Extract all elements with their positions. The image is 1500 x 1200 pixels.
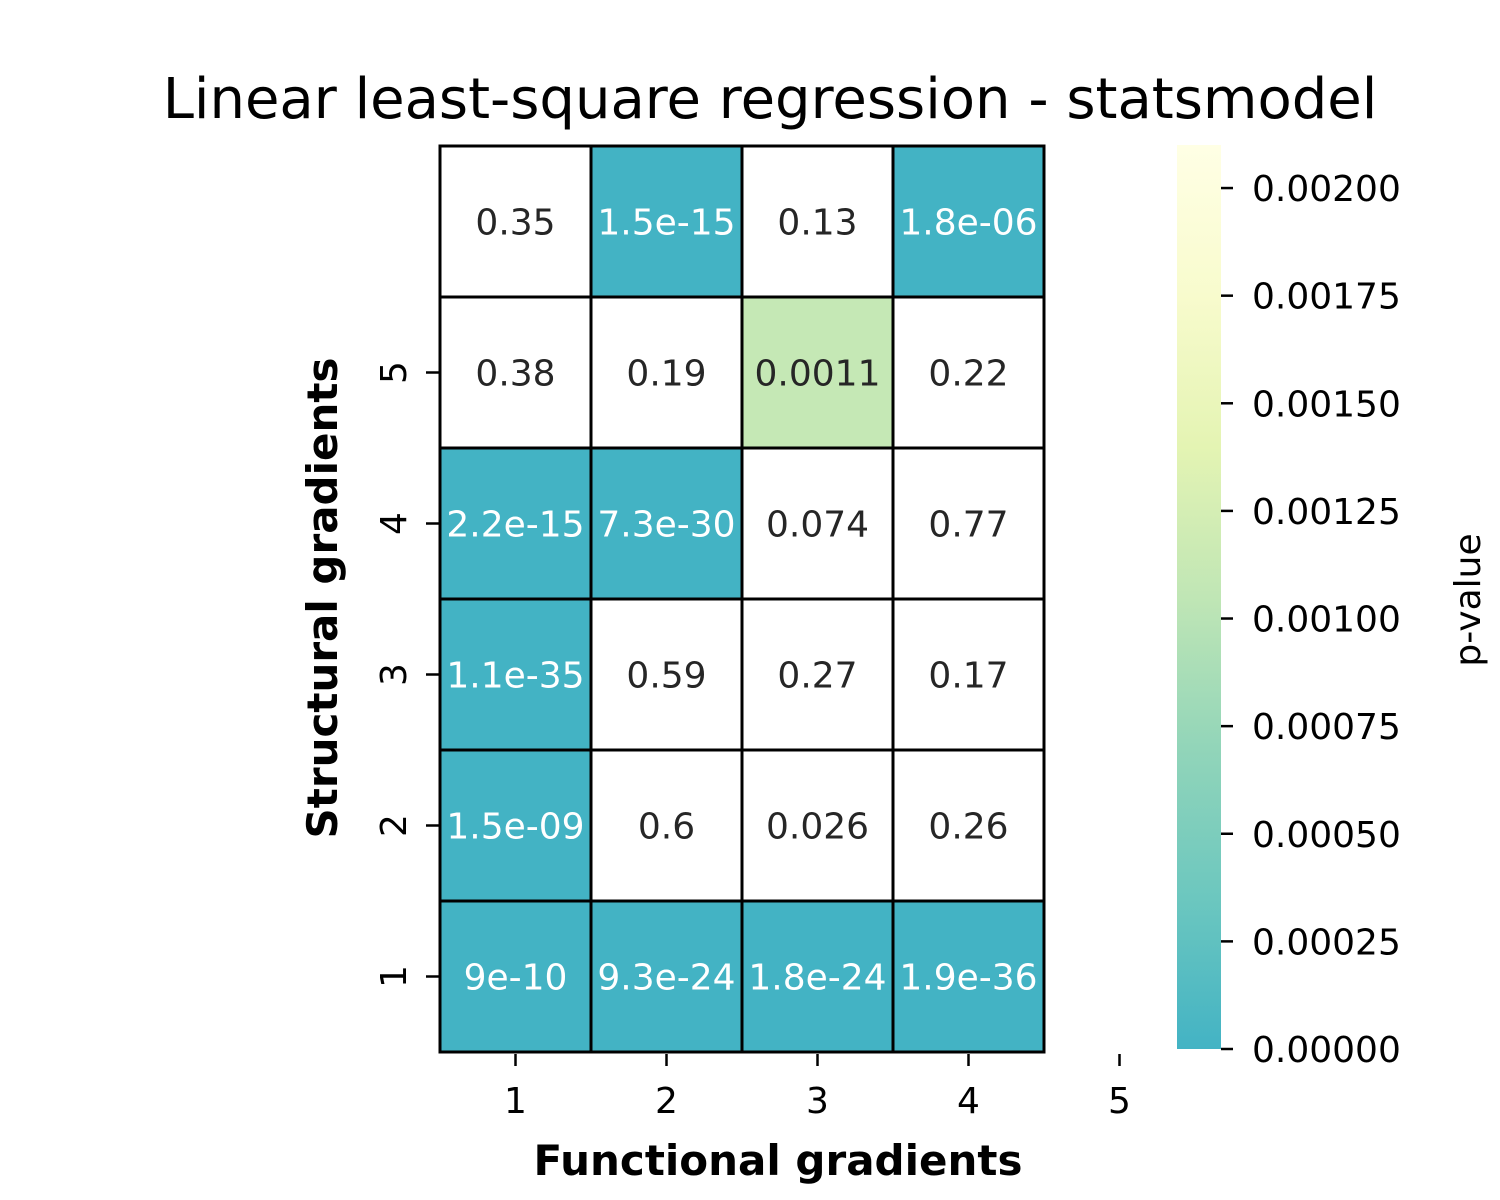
heatmap-cell xyxy=(891,446,1046,601)
heatmap-cell xyxy=(891,748,1046,903)
y-tick-label: 1 xyxy=(374,965,415,988)
cell-value-label: 1.5e-15 xyxy=(597,203,735,244)
cell-value-label: 0.13 xyxy=(777,203,857,244)
x-tick-label: 1 xyxy=(504,1081,527,1122)
heatmap-cell xyxy=(589,899,744,1054)
heatmap-cell xyxy=(891,899,1046,1054)
heatmap-cell xyxy=(740,748,895,903)
cell-value-label: 0.35 xyxy=(475,203,555,244)
cell-value-label: 0.026 xyxy=(766,807,869,848)
x-tick-label: 4 xyxy=(957,1081,980,1122)
colorbar-tick-label: 0.00100 xyxy=(1252,600,1401,641)
x-tick-label: 3 xyxy=(806,1081,829,1122)
colorbar-label: p-value xyxy=(1448,533,1489,666)
cell-value-label: 0.074 xyxy=(766,505,869,546)
cell-value-label: 0.19 xyxy=(626,354,706,395)
colorbar-tick-label: 0.00000 xyxy=(1252,1030,1401,1071)
heatmap-cells: 0.35 1.5e-15 0.13 1.8e-06 0.38 0.19 0.0011 0.22… xyxy=(438,144,1046,1054)
colorbar-tick-label: 0.00175 xyxy=(1252,277,1401,318)
y-tick-label: 5 xyxy=(374,361,415,384)
cell-value-label: 1.9e-36 xyxy=(899,958,1037,999)
heatmap-cell xyxy=(891,597,1046,752)
cell-value-label: 0.38 xyxy=(475,354,555,395)
y-tick-label: 2 xyxy=(374,814,415,837)
cell-value-label: 0.27 xyxy=(777,656,857,697)
cell-value-label: 0.59 xyxy=(626,656,706,697)
cell-value-label: 0.6 xyxy=(638,807,695,848)
heatmap-cell xyxy=(438,899,593,1054)
x-tick-label: 5 xyxy=(1108,1081,1131,1122)
cell-value-label: 9.3e-24 xyxy=(597,958,735,999)
heatmap-cell xyxy=(740,144,895,299)
cell-value-label: 1.1e-35 xyxy=(446,656,584,697)
heatmap-cell xyxy=(891,144,1046,299)
colorbar-tick-label: 0.00125 xyxy=(1252,492,1401,533)
heatmap-cell xyxy=(438,144,593,299)
chart-title: Linear least-square regression - statsmo… xyxy=(163,67,1378,132)
cell-value-label: 1.8e-06 xyxy=(899,203,1037,244)
cell-value-label: 0.77 xyxy=(928,505,1008,546)
cell-value-label: 0.26 xyxy=(928,807,1008,848)
colorbar-tick-label: 0.00075 xyxy=(1252,707,1401,748)
colorbar-tick-label: 0.00200 xyxy=(1252,169,1401,210)
colorbar-tick-label: 0.00150 xyxy=(1252,384,1401,425)
cell-value-label: 0.0011 xyxy=(755,354,881,395)
x-axis-label: Functional gradients xyxy=(534,1136,1023,1185)
cell-value-label: 9e-10 xyxy=(464,958,568,999)
y-tick-label: 4 xyxy=(374,512,415,535)
cell-value-label: 0.22 xyxy=(928,354,1008,395)
cell-value-label: 0.17 xyxy=(928,656,1008,697)
heatmap-cell xyxy=(589,295,744,450)
x-tick-label: 2 xyxy=(655,1081,678,1122)
cell-value-label: 2.2e-15 xyxy=(446,505,584,546)
heatmap-cell xyxy=(891,295,1046,450)
cell-value-label: 7.3e-30 xyxy=(597,505,735,546)
heatmap-cell xyxy=(589,748,744,903)
colorbar-tick-label: 0.00025 xyxy=(1252,922,1401,963)
colorbar-ticks: 0.00000 0.00025 0.00050 0.00075 0.00100 0.001… xyxy=(1221,169,1401,1071)
heatmap-cell xyxy=(589,446,744,601)
cell-value-label: 1.5e-09 xyxy=(446,807,584,848)
colorbar-tick-label: 0.00050 xyxy=(1252,815,1401,856)
heatmap-cell xyxy=(589,597,744,752)
y-axis-label: Structural gradients xyxy=(298,358,347,839)
cell-value-label: 1.8e-24 xyxy=(748,958,886,999)
colorbar xyxy=(1177,145,1221,1049)
y-axis-ticks: 1 2 3 4 5 xyxy=(374,361,440,988)
y-tick-label: 3 xyxy=(374,663,415,686)
x-axis-ticks: 1 2 3 4 5 xyxy=(504,1054,1131,1122)
heatmap-cell xyxy=(589,144,744,299)
heatmap-cell xyxy=(740,899,895,1054)
